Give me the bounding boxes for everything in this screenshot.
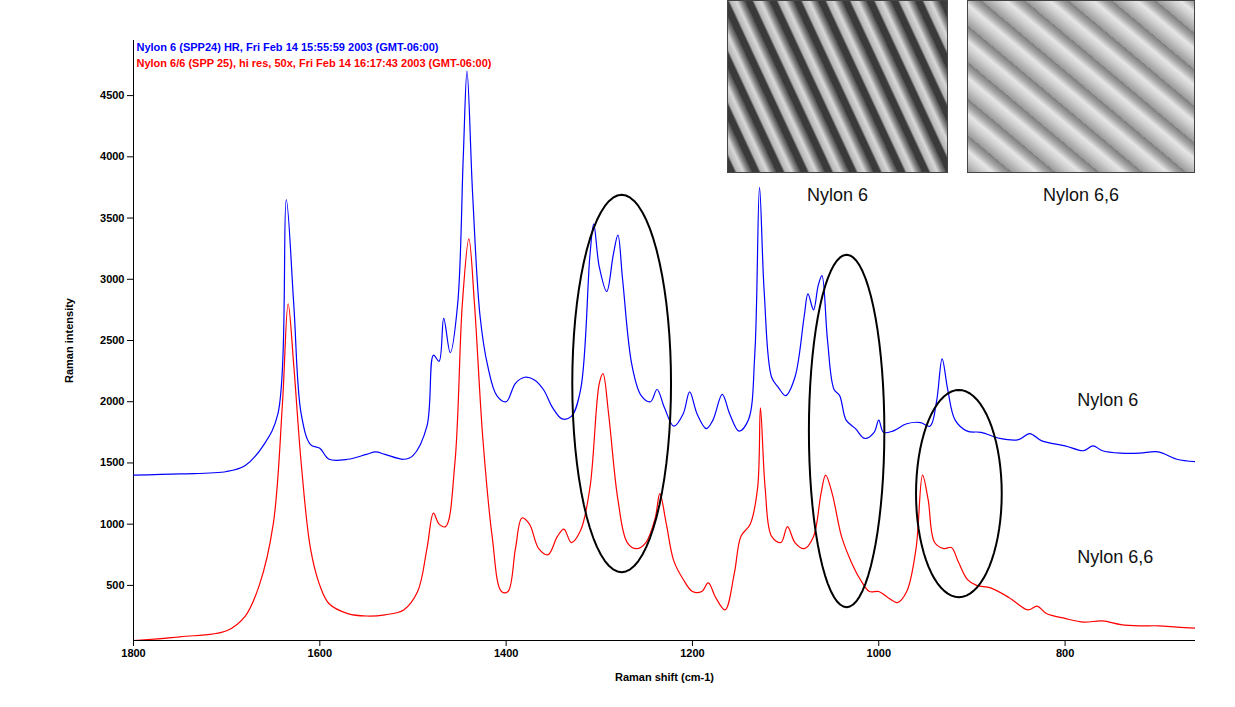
html-text:Nylon 6,6: Nylon 6,6 [1043, 185, 1119, 205]
svg-text:500: 500 [106, 579, 124, 591]
svg-text:Nylon 6 (SPP24) HR, Fri Feb 14: Nylon 6 (SPP24) HR, Fri Feb 14 15:55:59 … [137, 41, 439, 53]
svg-text:Nylon 6/6 (SPP 25), hi res, 50: Nylon 6/6 (SPP 25), hi res, 50x, Fri Feb… [137, 57, 492, 69]
svg-text:1000: 1000 [867, 647, 891, 659]
svg-text:1600: 1600 [308, 647, 332, 659]
svg-text:1400: 1400 [494, 647, 518, 659]
svg-text:1000: 1000 [100, 518, 124, 530]
svg-text:4500: 4500 [100, 89, 124, 101]
svg-text:Nylon 6: Nylon 6 [1077, 390, 1138, 410]
svg-text:Nylon 6,6: Nylon 6,6 [1077, 547, 1153, 567]
svg-text:1200: 1200 [680, 647, 704, 659]
svg-text:4000: 4000 [100, 150, 124, 162]
svg-text:800: 800 [1056, 647, 1074, 659]
svg-text:Raman intensity: Raman intensity [63, 297, 75, 383]
svg-text:1500: 1500 [100, 456, 124, 468]
svg-text:2000: 2000 [100, 395, 124, 407]
svg-text:3500: 3500 [100, 212, 124, 224]
svg-text:Raman shift (cm-1): Raman shift (cm-1) [615, 671, 714, 683]
svg-text:1800: 1800 [121, 647, 145, 659]
svg-text:2500: 2500 [100, 334, 124, 346]
svg-text:3000: 3000 [100, 273, 124, 285]
html-text:Nylon 6: Nylon 6 [807, 185, 868, 205]
